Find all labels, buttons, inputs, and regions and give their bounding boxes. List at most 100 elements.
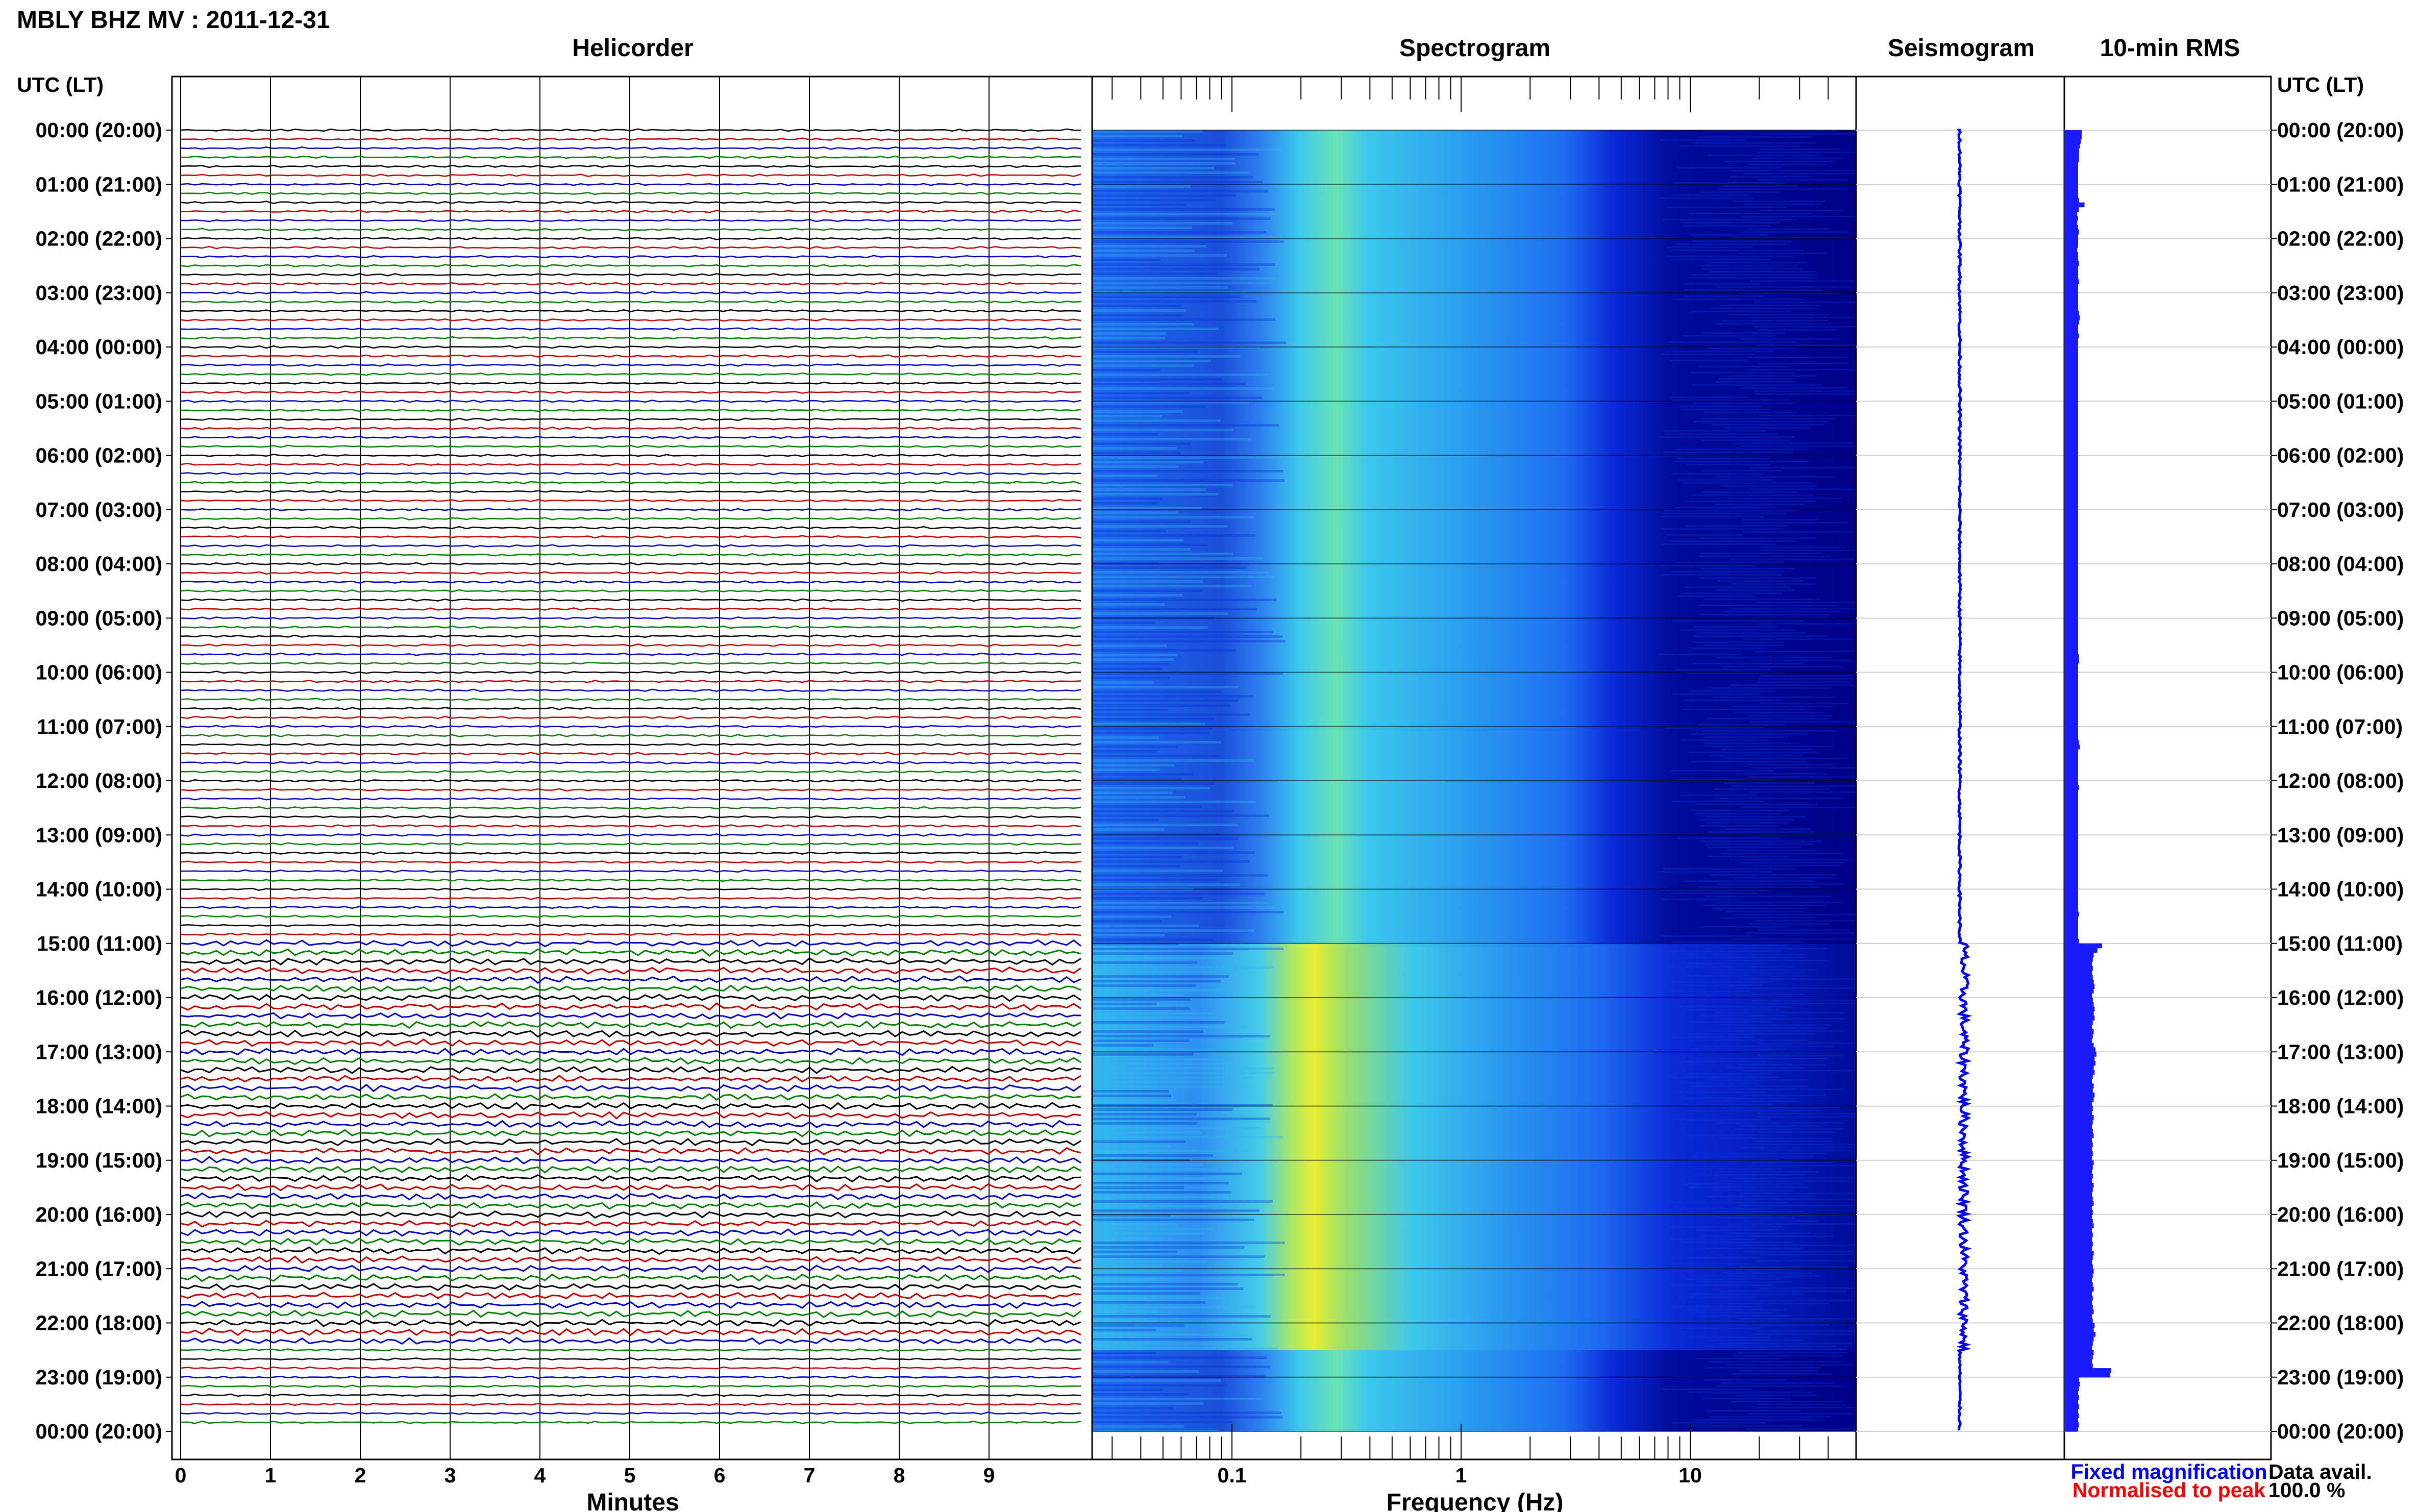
spectrogram-texture xyxy=(1680,739,1768,741)
spectrogram-texture xyxy=(1686,1110,1821,1111)
rms-bar xyxy=(2064,808,2078,813)
helicorder-trace xyxy=(180,1420,1081,1424)
helicorder-trace xyxy=(180,1336,1081,1345)
spectrogram-texture xyxy=(1092,323,1194,326)
spectrogram-texture xyxy=(1732,1177,1858,1179)
spectrogram-texture xyxy=(1092,1402,1203,1405)
spectrogram-texture xyxy=(1092,612,1228,615)
minute-tick-label: 6 xyxy=(714,1464,726,1487)
spectrogram-texture xyxy=(1092,1292,1201,1295)
spectrogram-texture xyxy=(1092,419,1221,422)
spectrogram-texture xyxy=(1092,1150,1249,1152)
helicorder-trace xyxy=(180,201,1081,204)
rms-bar xyxy=(2064,627,2078,632)
rms-bar xyxy=(2064,853,2078,858)
spectrogram-texture xyxy=(1677,1061,1766,1062)
spectrogram-texture xyxy=(1092,465,1179,468)
spectrogram-texture xyxy=(1743,1070,1879,1072)
spectrogram-texture xyxy=(1707,847,1801,848)
time-label-right: 17:00 (13:00) xyxy=(2277,1040,2404,1063)
spectrogram-texture xyxy=(1739,445,1863,447)
rms-bar xyxy=(2064,1178,2092,1183)
rms-bar xyxy=(2064,433,2078,438)
spectrogram-texture xyxy=(1092,245,1206,247)
spectrogram-texture xyxy=(1710,687,1831,689)
spectrogram-texture xyxy=(1092,906,1276,909)
spectrogram-elevated-band xyxy=(1092,943,1856,1350)
helicorder-trace xyxy=(180,526,1081,530)
time-label-right: 06:00 (02:00) xyxy=(2277,444,2404,467)
spectrogram-texture xyxy=(1680,1183,1805,1185)
rms-bar xyxy=(2064,392,2078,397)
minute-tick-label: 0 xyxy=(175,1464,187,1487)
spectrogram-texture xyxy=(1092,1039,1190,1042)
spectrogram-texture xyxy=(1092,208,1275,211)
rms-bar xyxy=(2064,938,2079,944)
helicorder-trace xyxy=(180,1246,1081,1255)
rms-bar xyxy=(2064,297,2078,303)
helicorder-trace xyxy=(180,1165,1081,1174)
helicorder-trace xyxy=(180,797,1081,801)
rms-bar xyxy=(2064,1232,2093,1237)
spectrogram-texture xyxy=(1757,929,1849,931)
spectrogram-texture xyxy=(1715,902,1845,903)
helicorder-trace xyxy=(180,643,1081,647)
rms-bar xyxy=(2064,546,2078,551)
spectrogram-texture xyxy=(1740,862,1845,863)
spectrogram-texture xyxy=(1663,1263,1751,1265)
rms-bar xyxy=(2064,473,2078,479)
rms-bar xyxy=(2064,1422,2079,1427)
spectrogram-texture xyxy=(1092,1251,1177,1253)
spectrogram-texture xyxy=(1092,1154,1214,1157)
spectrogram-texture xyxy=(1756,1260,1889,1261)
spectrogram-texture xyxy=(1740,216,1862,217)
time-label-right: 12:00 (08:00) xyxy=(2277,769,2404,792)
rms-bar xyxy=(2064,518,2078,524)
time-label-left: 16:00 (12:00) xyxy=(36,986,162,1009)
spectrogram-texture xyxy=(1665,534,1744,536)
spectrogram-texture xyxy=(1684,592,1783,594)
helicorder-trace xyxy=(181,625,1081,629)
rms-bar xyxy=(2064,1110,2092,1116)
rms-bar xyxy=(2064,451,2078,456)
spectrogram-texture xyxy=(1092,185,1191,188)
rms-bar xyxy=(2064,1060,2096,1066)
spectrogram-texture xyxy=(1720,853,1845,854)
spectrogram-texture xyxy=(1752,767,1887,769)
spectrogram-texture xyxy=(1749,488,1875,490)
spectrogram-texture xyxy=(1738,253,1826,254)
spectrogram-texture xyxy=(1092,383,1246,385)
time-label-left: 19:00 (15:00) xyxy=(36,1149,162,1172)
spectrogram-texture xyxy=(1092,1384,1227,1386)
time-label-right: 16:00 (12:00) xyxy=(2277,986,2404,1009)
rms-bar xyxy=(2064,1323,2095,1328)
rms-bar xyxy=(2064,758,2078,763)
spectrogram-texture xyxy=(1740,338,1838,340)
spectrogram-texture xyxy=(1689,213,1813,214)
helicorder-trace xyxy=(180,661,1081,665)
spectrogram-texture xyxy=(1723,611,1841,612)
spectrogram-texture xyxy=(1757,1055,1844,1056)
spectrogram-texture xyxy=(1681,1309,1787,1310)
minute-tick-label: 3 xyxy=(445,1464,456,1487)
spectrogram-texture xyxy=(1702,332,1786,334)
spectrogram-texture xyxy=(1092,139,1195,142)
spectrogram-texture xyxy=(1687,1033,1816,1035)
spectrogram-texture xyxy=(1698,1235,1833,1237)
frequency-tick-label: 1 xyxy=(1455,1464,1467,1487)
helicorder-trace xyxy=(180,245,1081,250)
spectrogram-texture xyxy=(1092,282,1273,284)
spectrogram-texture xyxy=(1092,718,1215,721)
helicorder-trace xyxy=(180,1375,1081,1379)
rms-bar xyxy=(2064,1332,2096,1337)
spectrogram-texture xyxy=(1733,938,1870,940)
spectrogram-texture xyxy=(1721,485,1817,487)
spectrogram-texture xyxy=(1665,256,1794,257)
rms-bar xyxy=(2064,943,2102,949)
spectrogram-texture xyxy=(1748,776,1857,778)
spectrogram-texture xyxy=(1700,553,1822,554)
spectrogram-texture xyxy=(1724,782,1815,784)
spectrogram-texture xyxy=(1092,1242,1285,1244)
spectrogram-texture xyxy=(1684,222,1780,224)
rms-bar xyxy=(2064,591,2078,596)
